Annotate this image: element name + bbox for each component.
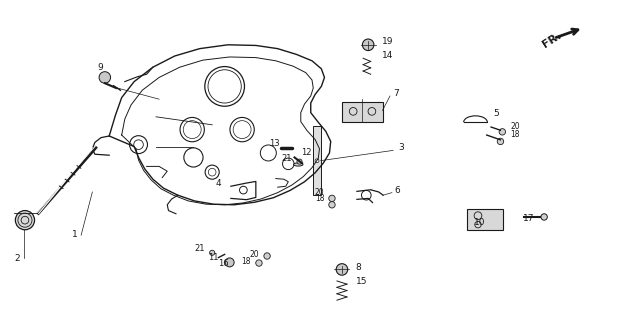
Text: 4: 4 bbox=[215, 179, 222, 188]
Text: 3: 3 bbox=[398, 143, 404, 152]
Circle shape bbox=[256, 260, 262, 266]
Text: FR.: FR. bbox=[541, 30, 563, 50]
Text: 7: 7 bbox=[393, 89, 399, 98]
Text: 14: 14 bbox=[382, 51, 393, 60]
Circle shape bbox=[541, 214, 547, 220]
Text: 21: 21 bbox=[194, 244, 205, 253]
Circle shape bbox=[264, 253, 270, 259]
Text: 19: 19 bbox=[382, 37, 393, 46]
Text: 11: 11 bbox=[208, 253, 218, 262]
Circle shape bbox=[297, 159, 302, 164]
Text: 20: 20 bbox=[250, 250, 259, 259]
Text: 1: 1 bbox=[72, 230, 78, 239]
Text: 13: 13 bbox=[269, 139, 280, 148]
Text: 5: 5 bbox=[493, 109, 499, 118]
Circle shape bbox=[363, 39, 374, 51]
Text: 18: 18 bbox=[510, 130, 520, 139]
Text: 12: 12 bbox=[301, 148, 311, 157]
Circle shape bbox=[225, 258, 234, 267]
Bar bbox=[313, 126, 321, 195]
Bar bbox=[467, 209, 503, 230]
Text: 18: 18 bbox=[241, 257, 251, 266]
Ellipse shape bbox=[293, 163, 303, 166]
Circle shape bbox=[336, 264, 348, 275]
Text: 18: 18 bbox=[315, 194, 324, 203]
Text: 2: 2 bbox=[14, 254, 21, 263]
Text: 20: 20 bbox=[315, 188, 324, 196]
Text: 10: 10 bbox=[474, 218, 485, 227]
Circle shape bbox=[329, 202, 335, 208]
Circle shape bbox=[315, 159, 319, 163]
Bar bbox=[342, 102, 383, 122]
Circle shape bbox=[329, 195, 335, 202]
Circle shape bbox=[16, 211, 34, 230]
Text: 16: 16 bbox=[218, 259, 229, 268]
Text: 17: 17 bbox=[524, 214, 535, 223]
Circle shape bbox=[497, 138, 504, 145]
Circle shape bbox=[210, 250, 215, 255]
Text: 21: 21 bbox=[281, 154, 292, 163]
Text: 9: 9 bbox=[97, 63, 103, 72]
Text: 8: 8 bbox=[356, 263, 361, 272]
Circle shape bbox=[99, 72, 110, 83]
Text: 15: 15 bbox=[356, 277, 367, 286]
Circle shape bbox=[499, 129, 505, 135]
Text: 20: 20 bbox=[510, 122, 520, 131]
Text: 6: 6 bbox=[394, 186, 400, 195]
